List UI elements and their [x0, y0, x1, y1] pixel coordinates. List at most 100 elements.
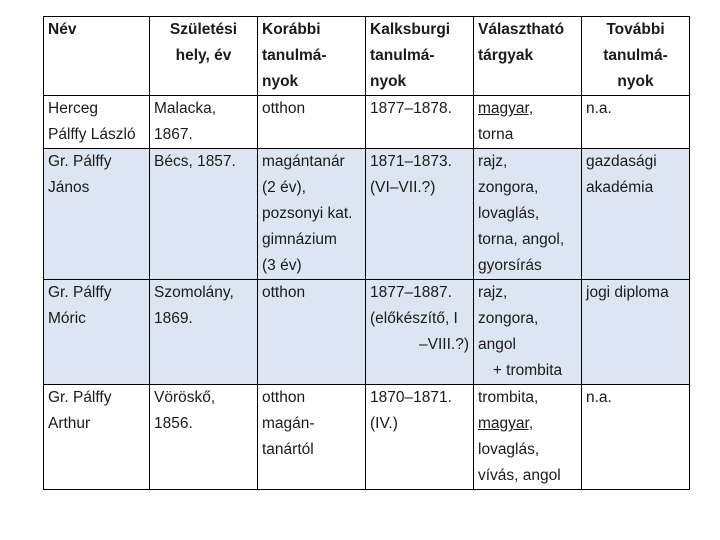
- cell-text: 1877–1878.: [370, 96, 469, 122]
- cell-valaszthato: trombita, magyar, lovaglás, vívás, angol: [474, 385, 582, 490]
- cell-text: gimnázium: [262, 227, 361, 253]
- cell-text: akadémia: [586, 175, 685, 201]
- cell-text: Pálffy László: [48, 122, 145, 148]
- header-tovabbi: További tanulmá- nyok: [582, 17, 690, 96]
- header-szuletesi: Születési hely, év: [150, 17, 258, 96]
- cell-text: tanártól: [262, 437, 361, 463]
- cell-text: otthon: [262, 280, 361, 306]
- students-table: Név Születési hely, év Korábbi tanulmá- …: [43, 16, 690, 490]
- cell-text: jogi diploma: [586, 280, 685, 306]
- cell-text: (VI–VII.?): [370, 175, 469, 201]
- header-nev: Név: [44, 17, 150, 96]
- header-text: Választható: [478, 17, 577, 43]
- cell-text: 1867.: [154, 122, 253, 148]
- cell-text: Arthur: [48, 411, 145, 437]
- cell-szuletesi: Vöröskő, 1856.: [150, 385, 258, 490]
- cell-text: zongora,: [478, 306, 577, 332]
- cell-nev: Herceg Pálffy László: [44, 96, 150, 149]
- header-text: Születési: [154, 17, 253, 43]
- cell-kalksburgi: 1871–1873. (VI–VII.?): [366, 149, 474, 280]
- cell-text: n.a.: [586, 96, 685, 122]
- table-row: Herceg Pálffy László Malacka, 1867. otth…: [44, 96, 690, 149]
- cell-text: János: [48, 175, 145, 201]
- cell-text: gyorsírás: [478, 253, 577, 279]
- header-text: tanulmá-: [370, 43, 469, 69]
- cell-text: 1871–1873.: [370, 149, 469, 175]
- cell-text: Bécs, 1857.: [154, 149, 253, 175]
- header-text: nyok: [262, 69, 361, 95]
- cell-valaszthato: rajz, zongora, lovaglás, torna, angol, g…: [474, 149, 582, 280]
- cell-kalksburgi: 1877–1878.: [366, 96, 474, 149]
- underlined-text: magyar,: [478, 415, 533, 432]
- cell-szuletesi: Bécs, 1857.: [150, 149, 258, 280]
- header-text: További: [586, 17, 685, 43]
- cell-text: –VIII.?): [370, 332, 469, 358]
- cell-text: magyar,: [478, 96, 577, 122]
- cell-text: magántanár: [262, 149, 361, 175]
- cell-text: 1869.: [154, 306, 253, 332]
- cell-text: Móric: [48, 306, 145, 332]
- header-text: hely, év: [154, 43, 253, 69]
- underlined-text: magyar,: [478, 100, 533, 117]
- cell-korabbi: otthon: [258, 280, 366, 385]
- header-text: Korábbi: [262, 17, 361, 43]
- cell-text: 1870–1871.: [370, 385, 469, 411]
- cell-text: otthon: [262, 385, 361, 411]
- header-text: nyok: [370, 69, 469, 95]
- cell-text: magyar,: [478, 411, 577, 437]
- cell-szuletesi: Szomolány, 1869.: [150, 280, 258, 385]
- cell-text: vívás, angol: [478, 463, 577, 489]
- cell-szuletesi: Malacka, 1867.: [150, 96, 258, 149]
- cell-tovabbi: n.a.: [582, 96, 690, 149]
- cell-text: angol: [478, 332, 577, 358]
- header-text: tanulmá-: [262, 43, 361, 69]
- cell-text: magán-: [262, 411, 361, 437]
- cell-text: torna, angol,: [478, 227, 577, 253]
- cell-text: (2 év),: [262, 175, 361, 201]
- cell-text: Szomolány,: [154, 280, 253, 306]
- header-korabbi: Korábbi tanulmá- nyok: [258, 17, 366, 96]
- cell-text: + trombita: [478, 358, 577, 384]
- cell-text: (előkészítő, I: [370, 306, 469, 332]
- cell-tovabbi: jogi diploma: [582, 280, 690, 385]
- cell-text: Malacka,: [154, 96, 253, 122]
- cell-text: (3 év): [262, 253, 361, 279]
- cell-text: rajz,: [478, 149, 577, 175]
- header-text: tanulmá-: [586, 43, 685, 69]
- cell-text: 1877–1887.: [370, 280, 469, 306]
- cell-text: otthon: [262, 96, 361, 122]
- header-text: Kalksburgi: [370, 17, 469, 43]
- table-row: Gr. Pálffy Arthur Vöröskő, 1856. otthon …: [44, 385, 690, 490]
- cell-valaszthato: magyar, torna: [474, 96, 582, 149]
- cell-text: (IV.): [370, 411, 469, 437]
- cell-kalksburgi: 1877–1887. (előkészítő, I –VIII.?): [366, 280, 474, 385]
- cell-text: gazdasági: [586, 149, 685, 175]
- header-valaszthato: Választható tárgyak: [474, 17, 582, 96]
- cell-text: Gr. Pálffy: [48, 385, 145, 411]
- cell-korabbi: otthon: [258, 96, 366, 149]
- table-row: Gr. Pálffy Móric Szomolány, 1869. otthon…: [44, 280, 690, 385]
- cell-nev: Gr. Pálffy János: [44, 149, 150, 280]
- cell-nev: Gr. Pálffy Arthur: [44, 385, 150, 490]
- header-text: tárgyak: [478, 43, 577, 69]
- cell-text: Gr. Pálffy: [48, 280, 145, 306]
- cell-text: torna: [478, 122, 577, 148]
- cell-kalksburgi: 1870–1871. (IV.): [366, 385, 474, 490]
- cell-text: rajz,: [478, 280, 577, 306]
- cell-text: 1856.: [154, 411, 253, 437]
- cell-korabbi: magántanár (2 év), pozsonyi kat. gimnázi…: [258, 149, 366, 280]
- cell-text: Gr. Pálffy: [48, 149, 145, 175]
- header-text: Név: [48, 17, 145, 43]
- cell-tovabbi: n.a.: [582, 385, 690, 490]
- cell-text: zongora,: [478, 175, 577, 201]
- cell-text: lovaglás,: [478, 201, 577, 227]
- header-row: Név Születési hely, év Korábbi tanulmá- …: [44, 17, 690, 96]
- cell-text: Herceg: [48, 96, 145, 122]
- cell-nev: Gr. Pálffy Móric: [44, 280, 150, 385]
- header-text: nyok: [586, 69, 685, 95]
- cell-valaszthato: rajz, zongora, angol + trombita: [474, 280, 582, 385]
- table-row: Gr. Pálffy János Bécs, 1857. magántanár …: [44, 149, 690, 280]
- cell-korabbi: otthon magán- tanártól: [258, 385, 366, 490]
- header-kalksburgi: Kalksburgi tanulmá- nyok: [366, 17, 474, 96]
- cell-text: pozsonyi kat.: [262, 201, 361, 227]
